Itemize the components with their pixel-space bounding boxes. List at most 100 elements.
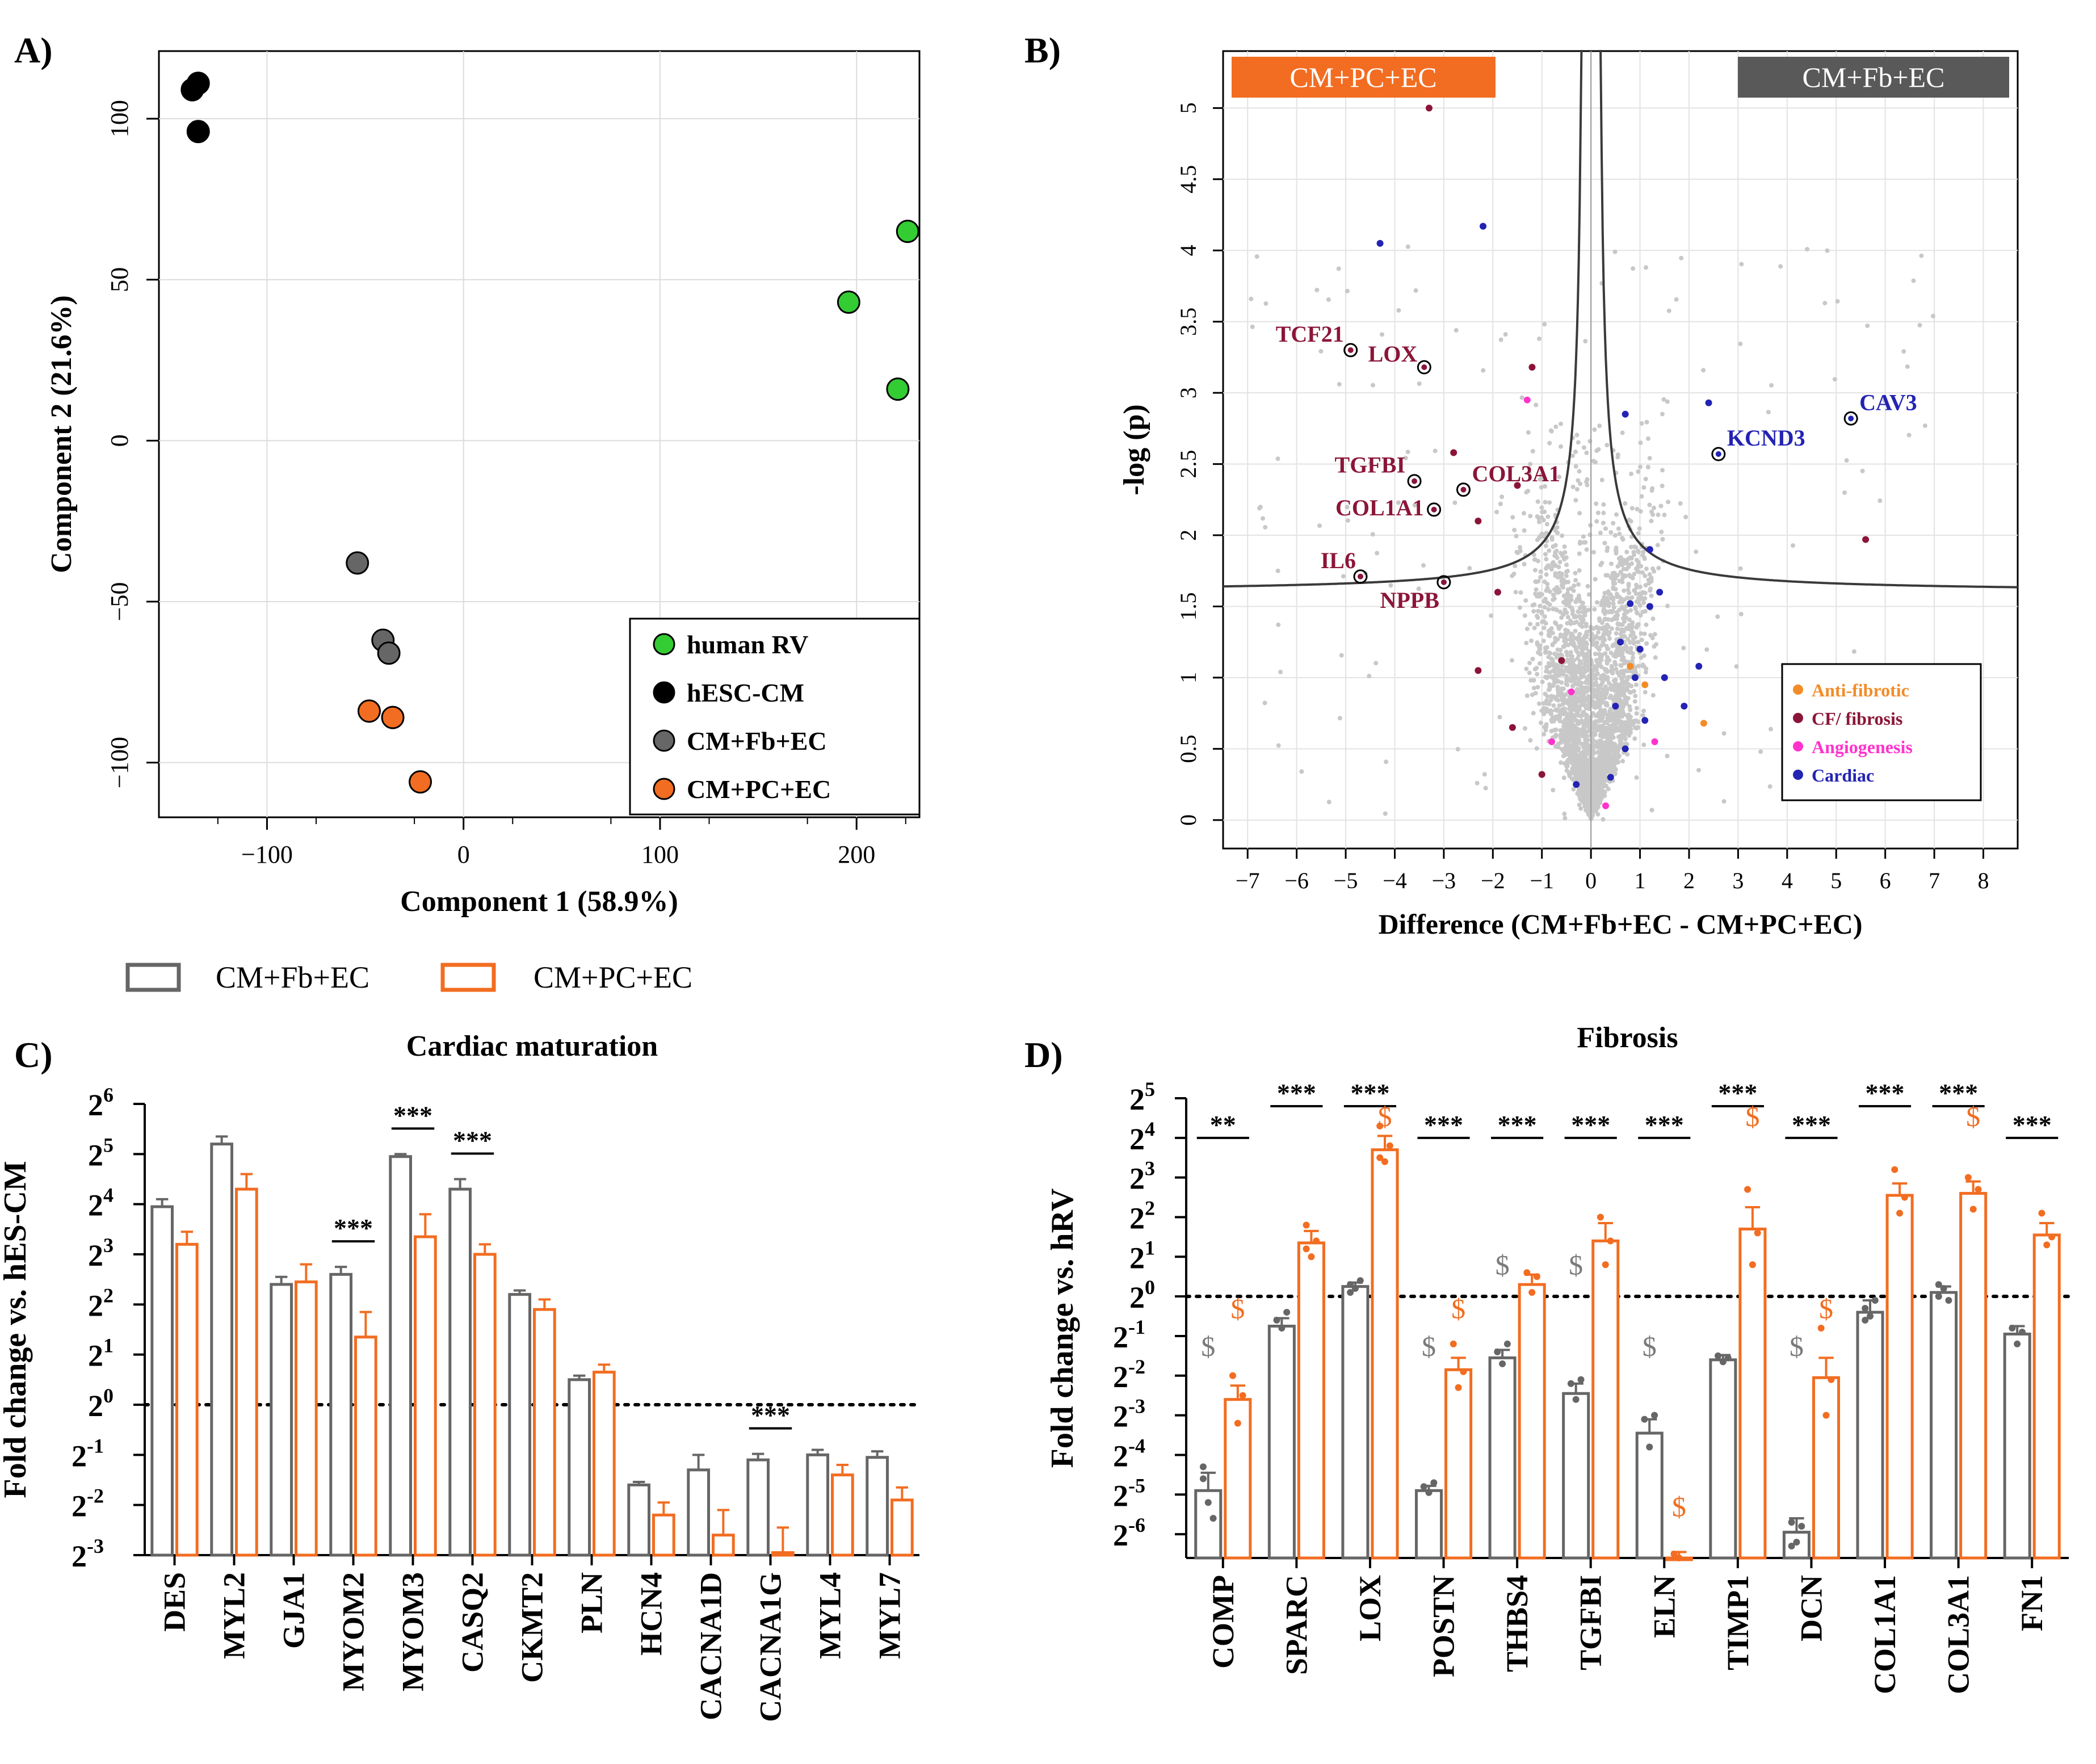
bar-chart-legend: CM+Fb+EC CM+PC+EC [125, 960, 692, 994]
volcano-gene-point [1630, 721, 1635, 726]
volcano-legend-box [1781, 663, 1982, 801]
volcano-gene-point [1832, 377, 1837, 382]
volcano-gene-point [1622, 588, 1627, 593]
volcano-gene-point [1594, 635, 1599, 640]
volcano-gene-point [1805, 247, 1810, 252]
volcano-gene-point [1637, 591, 1642, 597]
bar-cm-pc-ec [712, 1534, 735, 1557]
volcano-gene-point [1632, 552, 1637, 557]
volcano-highlight-point [1607, 774, 1614, 781]
panel-label-b: B) [1024, 30, 1061, 70]
volcano-gene-point [1561, 749, 1566, 754]
dollar-mark: $ [1819, 1293, 1833, 1325]
volcano-gene-point [1612, 533, 1618, 538]
bar-category-label: COL1A1 [1868, 1575, 1902, 1694]
bar-category-label: POSTN [1427, 1575, 1461, 1677]
volcano-gene-point [1627, 596, 1632, 601]
volcano-gene-point [1580, 734, 1585, 739]
volcano-gene-point [1643, 596, 1648, 601]
volcano-gene-point [1583, 793, 1588, 799]
volcano-gene-point [1591, 459, 1596, 464]
volcano-gene-point [1513, 564, 1518, 569]
volcano-gene-point [1523, 598, 1528, 603]
tick-base: 2 [72, 1489, 87, 1523]
volcano-gene-point [1567, 663, 1572, 669]
volcano-highlight-point [1622, 410, 1629, 418]
bar-y-tick-label: 25 [1129, 1078, 1155, 1116]
volcano-gene-point [1666, 308, 1671, 313]
volcano-highlight-point [1523, 396, 1531, 404]
volcano-gene-point [1637, 598, 1642, 603]
volcano-labeled-gene-marker [1711, 447, 1726, 461]
volcano-gene-point [1631, 655, 1636, 660]
volcano-highlight-point [1538, 771, 1545, 778]
volcano-gene-point [1572, 620, 1577, 625]
volcano-gene-point [1606, 717, 1611, 722]
volcano-gene-point [1562, 816, 1568, 821]
volcano-gene-point [1608, 530, 1614, 535]
volcano-gene-point [1592, 427, 1597, 432]
volcano-gene-point [1542, 322, 1547, 327]
volcano-gene-point [1557, 713, 1562, 718]
volcano-gene-point [1639, 421, 1644, 426]
tick-base: 2 [1113, 1360, 1128, 1394]
volcano-gene-point [1620, 654, 1625, 660]
right-group-banner [1738, 57, 2009, 98]
volcano-gene-point [1564, 573, 1569, 578]
volcano-gene-point [1630, 620, 1635, 625]
volcano-gene-point [1601, 502, 1606, 507]
bar-chart-title: Cardiac maturation [406, 1030, 658, 1062]
volcano-gene-point [1541, 599, 1547, 604]
volcano-gene-point [1578, 674, 1583, 679]
volcano-gene-point [1738, 611, 1744, 616]
volcano-gene-point [1615, 564, 1620, 569]
volcano-gene-point [1257, 506, 1262, 511]
volcano-gene-point [1835, 299, 1840, 304]
tick-base: 2 [1129, 1241, 1145, 1275]
volcano-gene-point [1535, 642, 1540, 647]
replicate-dot [1533, 1273, 1540, 1280]
volcano-gene-point [1622, 597, 1627, 602]
volcano-gene-point [1635, 507, 1640, 512]
legend-label-cm-pc-ec: CM+PC+EC [534, 960, 692, 994]
volcano-legend-marker [1793, 684, 1803, 695]
bar-cm-pc-ec [473, 1253, 497, 1557]
volcano-gene-point [1659, 530, 1664, 535]
volcano-gene-point [1601, 763, 1606, 768]
volcano-gene-point [1576, 478, 1581, 483]
volcano-gene-point [1601, 627, 1606, 632]
volcano-gene-point [1632, 699, 1637, 704]
volcano-gene-point [1531, 686, 1536, 691]
tick-exponent: 5 [103, 1133, 114, 1156]
volcano-gene-point [1608, 650, 1614, 656]
volcano-gene-point [1616, 526, 1621, 531]
volcano-gene-point [1624, 549, 1629, 555]
volcano-gene-point [1551, 788, 1556, 793]
volcano-gene-point [1553, 424, 1559, 429]
volcano-gene-point [1549, 717, 1554, 723]
volcano-gene-point [1738, 341, 1743, 346]
bar-category-label: LOX [1353, 1575, 1387, 1641]
volcano-gene-point [1538, 603, 1543, 608]
volcano-gene-point [1544, 531, 1549, 536]
volcano-gene-point [1631, 631, 1636, 636]
volcano-gene-point [1844, 458, 1849, 463]
volcano-gene-point [1570, 484, 1576, 489]
volcano-gene-point [1577, 803, 1582, 808]
volcano-gene-point [1565, 678, 1570, 683]
pca-point-cm-fb-ec [346, 551, 369, 575]
bar-cm-fb-ec [568, 1378, 591, 1557]
replicate-dot [1386, 1142, 1393, 1149]
bar-category-label: CACNA1D [694, 1572, 728, 1720]
replicate-dot [1567, 1380, 1574, 1387]
bar-y-tick-label: 23 [88, 1234, 114, 1272]
volcano-gene-point [1522, 528, 1527, 533]
volcano-gene-point [1375, 551, 1380, 556]
replicate-dot [1381, 1158, 1388, 1165]
volcano-gene-point [1599, 602, 1604, 607]
bar-category-label: SPARC [1279, 1575, 1313, 1675]
volcano-gene-point [1593, 713, 1598, 719]
volcano-gene-point [1609, 663, 1614, 669]
volcano-gene-point [1559, 760, 1564, 765]
tick-exponent: 3 [1145, 1157, 1155, 1180]
